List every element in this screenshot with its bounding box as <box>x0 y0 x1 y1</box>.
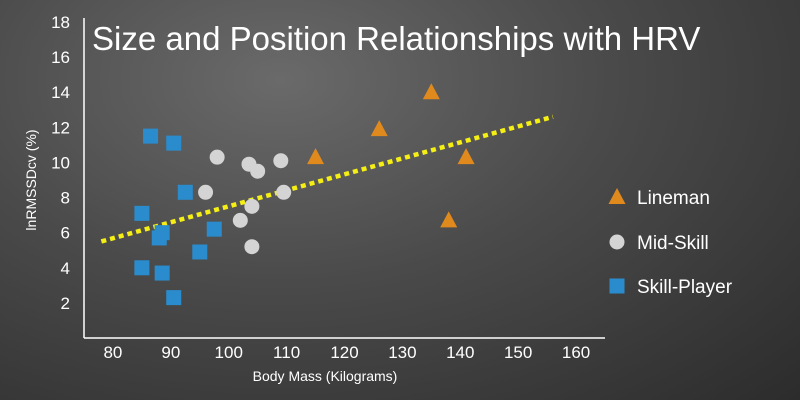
y-axis-label: lnRMSSDcv (%) <box>23 129 39 230</box>
y-tick-label: 4 <box>61 259 70 278</box>
data-point-triangle <box>457 148 475 165</box>
data-points-group <box>134 83 475 306</box>
y-tick-label: 16 <box>51 48 70 67</box>
y-tick-label: 18 <box>51 13 70 32</box>
data-point-triangle <box>370 120 388 137</box>
trendline <box>100 114 554 244</box>
data-point-circle <box>244 198 260 214</box>
data-point-circle <box>276 184 292 200</box>
legend-label: Lineman <box>637 188 710 209</box>
data-point-circle <box>232 212 248 228</box>
data-point-square <box>134 260 150 276</box>
x-axis-label: Body Mass (Kilograms) <box>253 368 398 384</box>
data-point-triangle <box>422 83 440 100</box>
data-point-square <box>177 184 193 200</box>
data-point-circle <box>250 163 266 179</box>
y-tick-label: 8 <box>61 189 70 208</box>
data-point-circle <box>198 184 214 200</box>
data-point-square <box>143 128 159 144</box>
legend-marker-circle <box>609 234 625 250</box>
y-tick-label: 10 <box>51 153 70 172</box>
data-point-square <box>192 244 208 260</box>
data-point-square <box>166 135 182 151</box>
legend-label: Skill-Player <box>637 277 733 298</box>
y-tick-label: 6 <box>61 224 70 243</box>
data-point-circle <box>209 149 225 165</box>
x-tick-label: 80 <box>103 343 122 362</box>
data-point-square <box>166 290 182 306</box>
data-point-square <box>134 205 150 221</box>
y-tick-label: 2 <box>61 294 70 313</box>
legend-label: Mid-Skill <box>637 233 709 254</box>
legend: Lineman Mid-Skill Skill-Player <box>608 188 733 298</box>
data-point-triangle <box>307 148 325 165</box>
data-point-triangle <box>440 211 458 228</box>
x-tick-label: 100 <box>215 343 243 362</box>
x-axis-ticks: 80 90 100 110 120 130 140 150 160 <box>103 343 590 362</box>
data-point-circle <box>273 153 289 169</box>
x-tick-label: 160 <box>562 343 590 362</box>
x-tick-label: 130 <box>388 343 416 362</box>
data-point-square <box>206 221 222 237</box>
legend-marker-triangle <box>608 188 626 204</box>
chart-title: Size and Position Relationships with HRV <box>92 20 700 57</box>
legend-marker-square <box>609 278 625 294</box>
data-point-circle <box>244 239 260 255</box>
data-point-square <box>154 225 170 241</box>
x-tick-label: 90 <box>161 343 180 362</box>
x-tick-label: 120 <box>330 343 358 362</box>
y-tick-label: 14 <box>51 83 70 102</box>
y-tick-label: 12 <box>51 118 70 137</box>
trendline-group <box>100 114 554 244</box>
x-tick-label: 140 <box>446 343 474 362</box>
data-point-square <box>154 265 170 281</box>
y-axis-ticks: 2 4 6 8 10 12 14 16 18 <box>51 13 70 313</box>
x-tick-label: 110 <box>273 343 300 362</box>
x-tick-label: 150 <box>504 343 532 362</box>
